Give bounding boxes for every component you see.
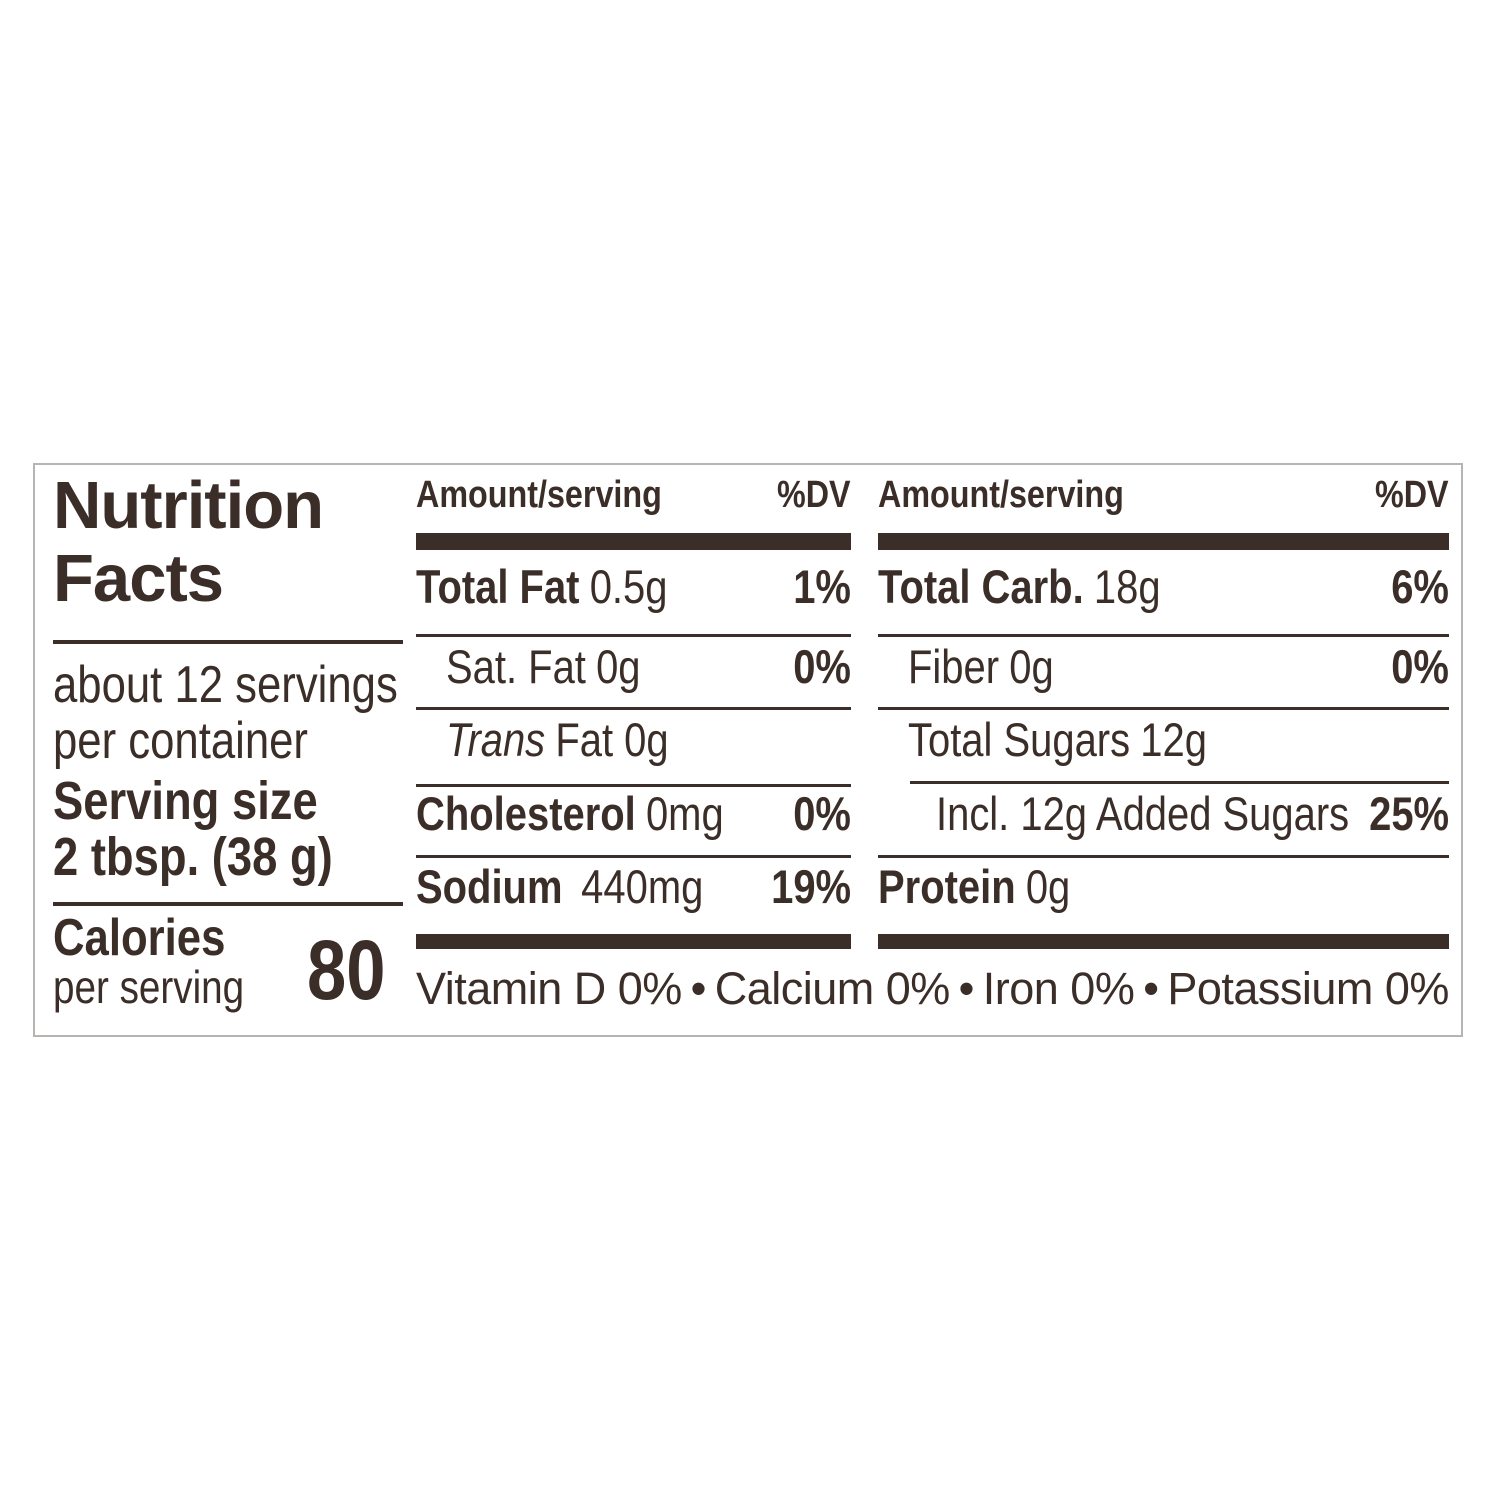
nutrient-column-2: Amount/serving %DV Total Carb. 18g 6% Fib… (878, 465, 1449, 1035)
micronutrients-line: Vitamin D 0% • Calcium 0% • Iron 0% • Po… (416, 964, 1449, 1014)
calories-label: Calories (53, 909, 226, 967)
micronutrient-iron: Iron 0% (982, 963, 1135, 1014)
label-title-line2: Facts (53, 541, 224, 616)
divider-hairline (878, 855, 1449, 858)
divider-hairline-indented (910, 781, 1449, 784)
calories-sublabel: per serving (53, 961, 245, 1013)
thick-bar (416, 934, 851, 949)
label-left-column: Nutrition Facts about 12 servings per co… (53, 465, 405, 1035)
thick-bar (416, 533, 851, 550)
micronutrient-vitamin-d: Vitamin D 0% (416, 963, 682, 1014)
micronutrient-potassium: Potassium 0% (1167, 963, 1449, 1014)
label-title-line1: Nutrition (53, 468, 324, 543)
thick-bar (878, 934, 1449, 949)
thick-bar (878, 533, 1449, 550)
serving-size-label: Serving size (53, 771, 318, 831)
divider-hairline (416, 784, 851, 787)
column1-dv-header: %DV (777, 474, 851, 516)
bullet-separator: • (690, 963, 707, 1014)
nutrient-column-1: Amount/serving %DV Total Fat 0.5g 1% Sat.… (416, 465, 851, 1035)
divider-under-title (53, 640, 403, 644)
servings-per-container-line1: about 12 servings (53, 656, 398, 714)
bullet-separator: • (958, 963, 975, 1014)
nutrition-facts-label: Nutrition Facts about 12 servings per co… (33, 463, 1463, 1037)
calories-value: 80 (306, 923, 385, 1017)
servings-per-container-line2: per container (53, 712, 308, 770)
divider-hairline (416, 634, 851, 637)
divider-hairline (878, 707, 1449, 710)
divider-hairline (416, 707, 851, 710)
divider-hairline (878, 634, 1449, 637)
bullet-separator: • (1143, 963, 1159, 1014)
label-title: Nutrition Facts (53, 468, 324, 616)
column2-dv-header: %DV (1375, 474, 1449, 516)
column1-amount-serving-header: Amount/serving (416, 474, 662, 516)
micronutrient-calcium: Calcium 0% (714, 963, 951, 1014)
column2-amount-serving-header: Amount/serving (878, 474, 1124, 516)
serving-size-value: 2 tbsp. (38 g) (53, 827, 333, 887)
divider-under-serving-size (53, 902, 403, 906)
divider-hairline (416, 855, 851, 858)
